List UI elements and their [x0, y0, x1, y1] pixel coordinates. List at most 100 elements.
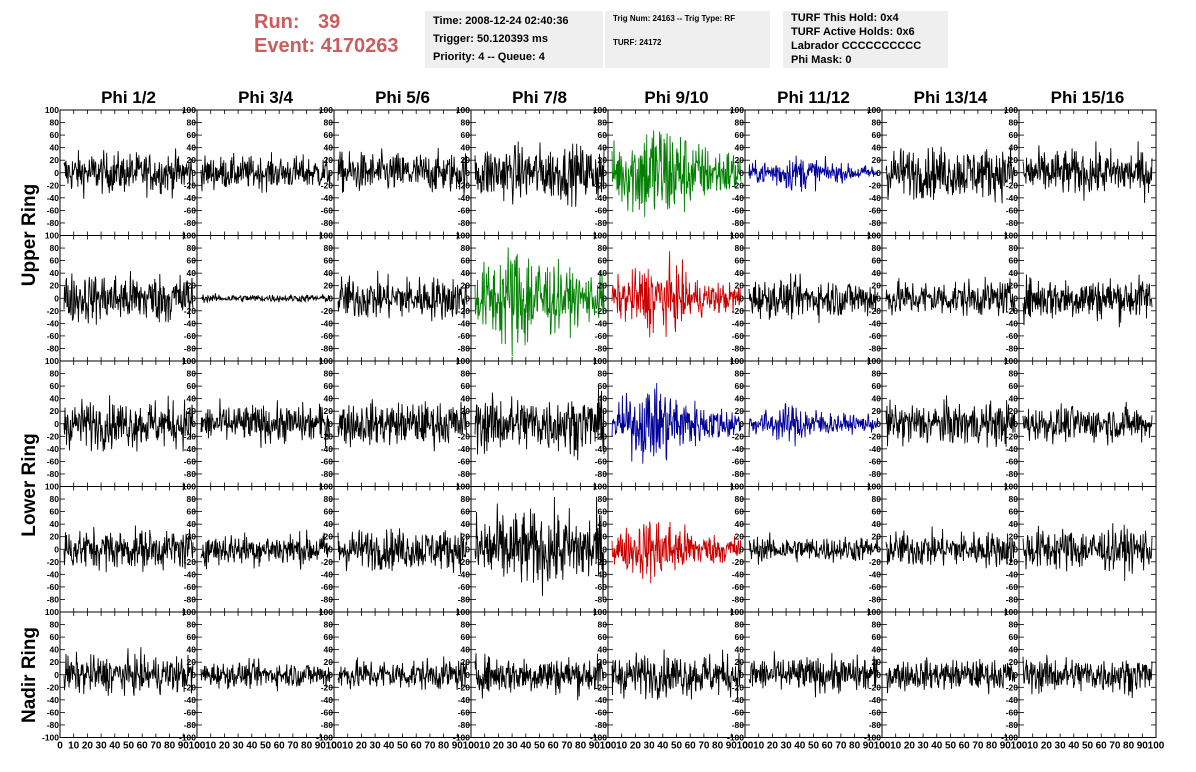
y-tick-label: 0 — [602, 419, 607, 429]
y-tick-label: -80 — [321, 343, 334, 353]
y-tick-label: -20 — [732, 180, 745, 190]
waveform-trace — [611, 130, 742, 217]
x-tick-label: 100 — [463, 741, 480, 752]
y-tick-label: 100 — [593, 356, 607, 366]
waveform-trace — [474, 247, 605, 357]
x-tick-label: 0 — [57, 741, 63, 752]
x-tick-label: 10 — [342, 741, 354, 752]
y-tick-label: -20 — [321, 431, 334, 441]
y-tick-label: -20 — [184, 180, 197, 190]
y-tick-label: 80 — [735, 118, 745, 128]
y-tick-label: -60 — [869, 205, 882, 215]
y-tick-label: 40 — [1009, 645, 1019, 655]
y-tick-label: -60 — [458, 582, 471, 592]
y-tick-label: 80 — [50, 620, 60, 630]
y-tick-label: 60 — [50, 130, 60, 140]
y-tick-label: 60 — [461, 130, 471, 140]
y-tick-label: -60 — [321, 707, 334, 717]
y-tick-label: 60 — [1009, 381, 1019, 391]
y-tick-label: 40 — [187, 143, 197, 153]
x-tick-label: 50 — [808, 741, 820, 752]
y-tick-label: 0 — [328, 670, 333, 680]
y-tick-label: 20 — [50, 532, 60, 542]
y-tick-label: -20 — [184, 306, 197, 316]
y-tick-label: 60 — [872, 130, 882, 140]
y-tick-label: -40 — [595, 444, 608, 454]
waveform-trace — [337, 399, 468, 452]
y-tick-label: 100 — [182, 105, 196, 115]
y-tick-label: 80 — [598, 118, 608, 128]
y-tick-label: 20 — [872, 657, 882, 667]
y-tick-label: 40 — [1009, 268, 1019, 278]
y-tick-label: 40 — [1009, 519, 1019, 529]
y-tick-label: -60 — [1006, 707, 1019, 717]
y-tick-label: -80 — [595, 469, 608, 479]
y-tick-label: 100 — [319, 356, 333, 366]
y-tick-label: -80 — [47, 720, 60, 730]
y-tick-label: -80 — [458, 720, 471, 730]
y-tick-label: 40 — [50, 519, 60, 529]
y-tick-label: -80 — [732, 469, 745, 479]
y-tick-label: -80 — [1006, 343, 1019, 353]
y-tick-label: -100 — [42, 733, 59, 743]
priority-text: Priority: 4 -- Queue: 4 — [433, 51, 545, 63]
y-tick-label: 60 — [1009, 130, 1019, 140]
y-tick-label: 60 — [50, 632, 60, 642]
y-tick-label: -80 — [732, 343, 745, 353]
y-tick-label: -40 — [732, 193, 745, 203]
y-tick-label: -40 — [1006, 695, 1019, 705]
y-tick-label: -20 — [732, 557, 745, 567]
y-tick-label: 100 — [1004, 607, 1018, 617]
y-tick-label: 40 — [324, 519, 334, 529]
x-tick-label: 70 — [150, 741, 162, 752]
y-tick-label: 20 — [872, 406, 882, 416]
x-tick-label: 30 — [370, 741, 382, 752]
y-tick-label: -20 — [47, 557, 60, 567]
y-tick-label: 20 — [598, 406, 608, 416]
y-tick-label: 20 — [324, 155, 334, 165]
y-tick-label: 40 — [598, 143, 608, 153]
y-tick-label: 20 — [187, 532, 197, 542]
waveform-trace — [63, 148, 194, 199]
x-tick-label: 40 — [1068, 741, 1080, 752]
y-tick-label: 40 — [735, 143, 745, 153]
y-tick-label: 0 — [739, 670, 744, 680]
y-tick-label: 0 — [465, 168, 470, 178]
y-tick-label: 80 — [461, 494, 471, 504]
x-tick-label: 80 — [849, 741, 861, 752]
y-tick-label: -40 — [184, 193, 197, 203]
y-tick-label: 60 — [324, 381, 334, 391]
y-tick-label: -20 — [1006, 431, 1019, 441]
y-tick-label: 80 — [872, 494, 882, 504]
y-tick-label: 0 — [191, 168, 196, 178]
y-tick-label: 80 — [187, 494, 197, 504]
waveform-trace — [748, 155, 879, 192]
x-tick-label: 40 — [246, 741, 258, 752]
waveform-trace — [200, 293, 331, 304]
y-tick-label: -80 — [47, 218, 60, 228]
waveform-trace — [63, 525, 194, 573]
x-tick-label: 100 — [737, 741, 754, 752]
y-tick-label: -80 — [458, 594, 471, 604]
y-tick-label: 80 — [324, 494, 334, 504]
y-tick-label: -80 — [595, 218, 608, 228]
y-tick-label: 20 — [1009, 657, 1019, 667]
x-tick-label: 10 — [616, 741, 628, 752]
y-tick-label: 100 — [593, 607, 607, 617]
y-tick-label: -60 — [184, 456, 197, 466]
y-tick-label: -40 — [595, 695, 608, 705]
y-tick-label: -80 — [595, 594, 608, 604]
y-tick-label: 0 — [328, 544, 333, 554]
y-tick-label: -40 — [869, 318, 882, 328]
y-tick-label: 40 — [735, 519, 745, 529]
waveform-trace — [748, 403, 879, 447]
x-tick-label: 100 — [326, 741, 343, 752]
x-tick-label: 90 — [1000, 741, 1012, 752]
x-tick-label: 50 — [945, 741, 957, 752]
y-tick-label: 20 — [598, 281, 608, 291]
y-tick-label: 40 — [872, 645, 882, 655]
x-tick-label: 50 — [1082, 741, 1094, 752]
y-tick-label: -80 — [732, 594, 745, 604]
y-tick-label: 60 — [50, 507, 60, 517]
y-tick-label: -80 — [184, 469, 197, 479]
